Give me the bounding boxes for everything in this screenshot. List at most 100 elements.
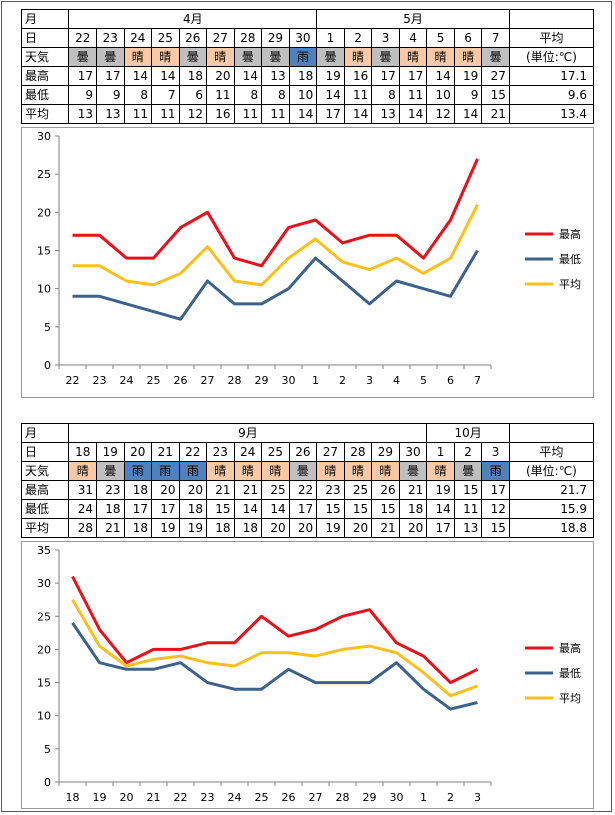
low-cell: 11 <box>206 85 235 105</box>
y-tick-label: 15 <box>37 245 51 258</box>
day-cell: 18 <box>68 442 97 462</box>
x-tick-label: 23 <box>93 374 107 387</box>
x-tick-label: 29 <box>255 374 269 387</box>
low-cell: 18 <box>95 499 125 519</box>
high-cell: 20 <box>178 480 208 500</box>
day-cell: 1 <box>426 442 455 462</box>
day-cell: 6 <box>453 28 483 48</box>
weather-cell: 雨 <box>288 47 318 67</box>
day-cell: 27 <box>316 442 345 462</box>
y-tick-label: 10 <box>37 283 51 296</box>
day-cell: 25 <box>151 28 180 48</box>
avg-cell: 12 <box>178 104 208 124</box>
legend-label: 最高 <box>559 641 581 655</box>
avg-cell: 11 <box>151 104 180 124</box>
avg-series-line <box>72 204 479 287</box>
low-cell: 9 <box>453 85 483 105</box>
high-cell: 22 <box>288 480 318 500</box>
avg-row: 平均 13 13 11 11 12 16 11 11 14 17 14 13 14 12 14 21 13.4 <box>20 104 595 124</box>
y-tick-label: 35 <box>37 544 51 557</box>
low-cell: 18 <box>178 499 208 519</box>
high-cell: 17 <box>371 66 400 86</box>
x-tick-label: 1 <box>312 374 319 387</box>
x-tick-label: 27 <box>309 791 323 804</box>
day-cell: 28 <box>233 28 263 48</box>
weather-cell: 晴 <box>343 461 373 481</box>
blank-cell <box>508 423 595 443</box>
day-cell: 22 <box>178 442 208 462</box>
x-tick-label: 24 <box>228 791 242 804</box>
weather-cell: 晴 <box>233 461 263 481</box>
high-label: 最高 <box>20 66 70 86</box>
low-cell: 11 <box>453 499 483 519</box>
high-cell: 17 <box>398 66 428 86</box>
high-cell: 27 <box>481 66 510 86</box>
x-tick-label: 27 <box>201 374 215 387</box>
avg-cell: 11 <box>261 104 290 124</box>
weather-cell: 曇 <box>261 47 290 67</box>
weather-cell: 晴 <box>151 47 180 67</box>
x-tick-label: 23 <box>201 791 215 804</box>
weather-cell: 曇 <box>398 461 428 481</box>
high-cell: 19 <box>316 66 345 86</box>
weather-cell: 曇 <box>371 47 400 67</box>
x-tick-label: 4 <box>393 374 400 387</box>
weather-cell: 晴 <box>316 461 345 481</box>
day-cell: 29 <box>261 28 290 48</box>
avg-cell: 11 <box>123 104 153 124</box>
low-row: 最低 9 9 8 7 6 11 8 8 10 14 11 8 11 10 9 15 9.6 <box>20 85 595 105</box>
day-cell: 24 <box>233 442 263 462</box>
avg-cell: 14 <box>343 104 373 124</box>
avg-cell: 21 <box>481 104 510 124</box>
avg-cell: 28 <box>68 518 97 538</box>
weather-cell: 曇 <box>481 47 510 67</box>
avg-cell: 20 <box>261 518 290 538</box>
x-tick-label: 3 <box>366 374 373 387</box>
high-cell: 21 <box>233 480 263 500</box>
weather-cell: 曇 <box>68 47 97 67</box>
low-cell: 6 <box>178 85 208 105</box>
y-tick-label: 25 <box>37 168 51 181</box>
day-cell: 1 <box>316 28 345 48</box>
day-cell: 26 <box>178 28 208 48</box>
weather-cell: 雨 <box>178 461 208 481</box>
x-tick-label: 6 <box>447 374 454 387</box>
weather-cell: 曇 <box>288 461 318 481</box>
day-cell: 3 <box>481 442 510 462</box>
day-cell: 22 <box>68 28 97 48</box>
weather-cell: 雨 <box>123 461 153 481</box>
avg-cell: 14 <box>288 104 318 124</box>
low-cell: 18 <box>398 499 428 519</box>
high-cell: 19 <box>426 480 455 500</box>
low-cell: 8 <box>371 85 400 105</box>
high-cell: 14 <box>233 66 263 86</box>
x-tick-label: 25 <box>255 791 269 804</box>
day-label: 日 <box>20 28 70 48</box>
avg-cell: 12 <box>426 104 455 124</box>
low-cell: 7 <box>151 85 180 105</box>
y-tick-label: 10 <box>37 710 51 723</box>
high-cell: 16 <box>343 66 373 86</box>
low-cell: 9 <box>95 85 125 105</box>
avg-cell: 18 <box>233 518 263 538</box>
x-tick-label: 29 <box>363 791 377 804</box>
avg-cell: 20 <box>343 518 373 538</box>
x-tick-label: 1 <box>420 791 427 804</box>
low-cell: 14 <box>426 499 455 519</box>
avg-summary: 18.8 <box>508 518 595 538</box>
avg-header: 平均 <box>508 442 595 462</box>
weather-cell: 曇 <box>95 47 125 67</box>
x-tick-label: 21 <box>147 791 161 804</box>
weather-cell: 晴 <box>426 461 455 481</box>
high-cell: 20 <box>151 480 180 500</box>
y-tick-label: 5 <box>44 321 51 334</box>
legend-label: 最高 <box>559 227 581 241</box>
high-cell: 20 <box>206 66 235 86</box>
weather-cell: 晴 <box>123 47 153 67</box>
low-cell: 14 <box>261 499 290 519</box>
weather-cell: 曇 <box>453 461 483 481</box>
high-cell: 25 <box>261 480 290 500</box>
avg-header: 平均 <box>508 28 595 48</box>
low-cell: 8 <box>261 85 290 105</box>
x-tick-label: 22 <box>174 791 188 804</box>
